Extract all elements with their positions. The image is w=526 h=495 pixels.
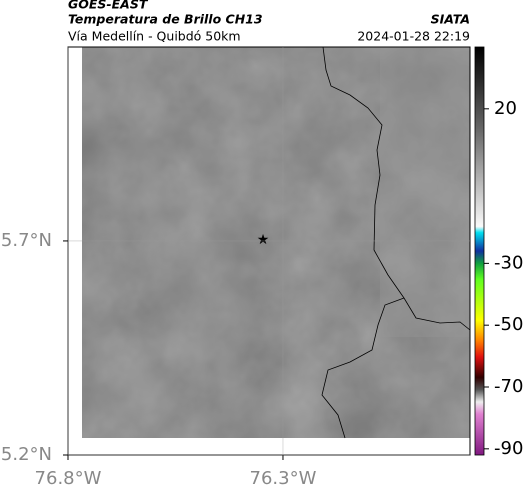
colorbar-label: 20 [494,98,517,119]
lon-tick-label: 76.8°W [35,468,102,489]
location-marker: ★ [257,232,270,248]
lat-tick-label: 5.7°N [1,230,52,251]
colorbar-label: -50 [494,314,523,335]
datetime: 2024-01-28 22:19 [357,29,470,44]
source: GOES-EAST [68,0,149,12]
border [321,297,405,439]
region: Vía Medellín - Quibdó 50km [68,29,241,44]
border [322,46,471,331]
colorbar-label: -90 [494,438,523,459]
bright-area [380,47,470,337]
colorbar-label: -30 [494,252,523,273]
colorbar [474,46,485,456]
lat-tick-label: 5.2°N [1,444,52,465]
org: SIATA [431,12,470,27]
cloud-texture [82,47,470,438]
colorbar-label: -70 [494,376,523,397]
product: Temperatura de Brillo CH13 [68,12,263,27]
lon-tick-label: 76.3°W [250,468,317,489]
map-image: ★ [82,46,471,439]
